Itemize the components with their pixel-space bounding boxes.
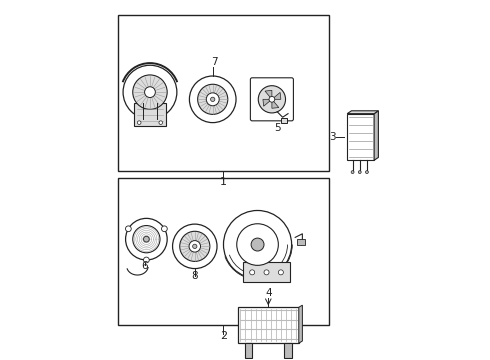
Polygon shape	[299, 305, 302, 343]
Circle shape	[144, 257, 149, 263]
Circle shape	[145, 87, 155, 98]
Circle shape	[172, 224, 217, 269]
Circle shape	[269, 96, 275, 102]
Circle shape	[206, 93, 219, 106]
Polygon shape	[347, 111, 378, 114]
Circle shape	[197, 84, 228, 114]
Text: 4: 4	[265, 288, 271, 298]
Circle shape	[358, 171, 361, 174]
Circle shape	[250, 270, 255, 275]
Circle shape	[189, 240, 200, 252]
Bar	[134, 103, 166, 126]
Circle shape	[180, 231, 210, 261]
Circle shape	[125, 226, 131, 231]
Text: 7: 7	[211, 57, 218, 67]
Circle shape	[133, 75, 167, 109]
Circle shape	[351, 171, 354, 174]
Circle shape	[251, 238, 264, 251]
Text: 6: 6	[141, 261, 148, 271]
Bar	[238, 307, 299, 343]
Bar	[285, 343, 292, 357]
Circle shape	[123, 65, 177, 119]
Circle shape	[237, 224, 278, 265]
Polygon shape	[263, 99, 272, 106]
Text: 8: 8	[192, 271, 198, 281]
Text: 5: 5	[274, 122, 281, 132]
Circle shape	[133, 226, 160, 253]
Circle shape	[159, 121, 163, 125]
Polygon shape	[272, 93, 281, 99]
Bar	[118, 178, 329, 325]
Circle shape	[162, 226, 167, 231]
Polygon shape	[374, 111, 378, 160]
Polygon shape	[281, 118, 287, 123]
Text: 3: 3	[330, 132, 336, 142]
Circle shape	[223, 211, 292, 279]
Text: 1: 1	[220, 177, 227, 187]
Circle shape	[211, 97, 215, 102]
Circle shape	[137, 121, 141, 125]
FancyBboxPatch shape	[250, 78, 294, 121]
Circle shape	[190, 76, 236, 123]
Polygon shape	[272, 99, 279, 108]
Circle shape	[125, 219, 167, 260]
Bar	[297, 239, 305, 244]
Circle shape	[144, 236, 149, 242]
Bar	[118, 15, 329, 171]
Polygon shape	[265, 90, 272, 99]
Circle shape	[366, 171, 368, 174]
Circle shape	[258, 86, 286, 113]
Circle shape	[193, 244, 197, 248]
Circle shape	[264, 270, 269, 275]
Text: 2: 2	[220, 331, 227, 341]
Circle shape	[278, 270, 283, 275]
Bar	[243, 262, 290, 282]
Bar	[245, 343, 252, 357]
Bar	[347, 114, 374, 160]
